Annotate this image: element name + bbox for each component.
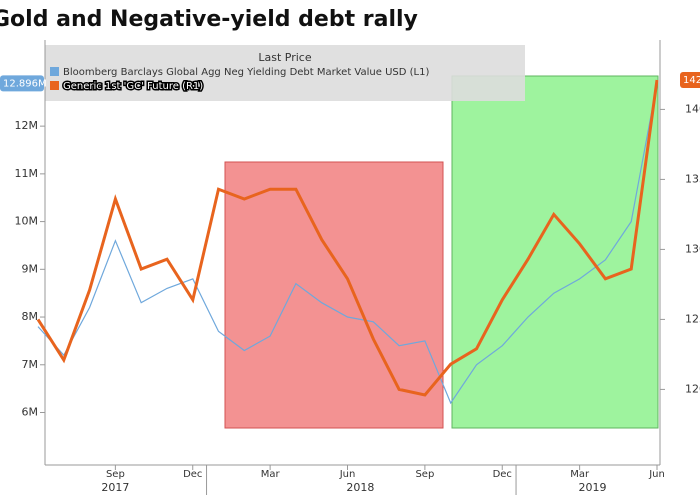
y-tick-label: 9M (22, 262, 39, 275)
x-tick-label: Mar (570, 469, 590, 480)
legend (45, 45, 525, 101)
y2-tick-label: 1350 (685, 172, 700, 185)
legend-label: Bloomberg Barclays Global Agg Neg Yieldi… (63, 67, 429, 78)
y-tick-label: 6M (22, 406, 39, 419)
decline-period (224, 161, 444, 429)
y-tick-label: 7M (22, 358, 39, 371)
y-tick-label: 8M (22, 310, 39, 323)
y2-tick-label: 1250 (685, 312, 700, 325)
series-line (36, 79, 659, 397)
legend-label: Generic 1st 'GC' Future (R1) (63, 81, 203, 92)
rally-period (451, 75, 659, 429)
y2-tick-label: 1400 (685, 102, 700, 115)
y-tick-label: 11M (15, 167, 39, 180)
y2-tick-label: 1200 (685, 382, 700, 395)
last-value-label: 1421 (683, 75, 700, 86)
x-tick-label: Mar (261, 469, 281, 480)
last-value-box (0, 75, 44, 92)
y-tick-label: 10M (15, 215, 39, 228)
y-tick-label: 12M (15, 119, 39, 132)
last-value-box (680, 72, 700, 88)
year-label: 2018 (346, 481, 374, 494)
x-tick-label: Dec (493, 469, 512, 480)
year-label: 2019 (579, 481, 607, 494)
x-tick-label: Dec (183, 469, 202, 480)
x-tick-label: Jun (648, 469, 665, 480)
legend-title: Last Price (258, 51, 311, 64)
x-tick-label: Sep (106, 469, 125, 480)
legend-swatch (50, 81, 59, 90)
series-line (37, 83, 658, 405)
x-tick-label: Sep (415, 469, 434, 480)
x-tick-label: Jun (339, 469, 356, 480)
chart-title: Gold and Negative-yield debt rally (0, 7, 418, 32)
y2-tick-label: 1300 (685, 242, 700, 255)
legend-swatch (50, 67, 59, 76)
last-value-label: 12.896M (3, 78, 47, 89)
year-label: 2017 (101, 481, 129, 494)
